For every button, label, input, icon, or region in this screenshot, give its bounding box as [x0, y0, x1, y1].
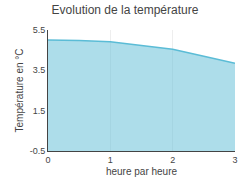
svg-text:Evolution de la température: Evolution de la température [52, 3, 199, 17]
svg-text:3: 3 [232, 155, 237, 165]
svg-text:2: 2 [170, 155, 175, 165]
svg-text:1.5: 1.5 [33, 106, 46, 116]
svg-text:-0.5: -0.5 [30, 146, 46, 156]
svg-text:heure par heure: heure par heure [106, 166, 178, 177]
svg-text:1: 1 [108, 155, 113, 165]
svg-text:0: 0 [45, 155, 50, 165]
svg-text:3.5: 3.5 [33, 65, 46, 75]
svg-text:Température en °C: Température en °C [14, 48, 25, 132]
svg-text:5.5: 5.5 [33, 25, 46, 35]
